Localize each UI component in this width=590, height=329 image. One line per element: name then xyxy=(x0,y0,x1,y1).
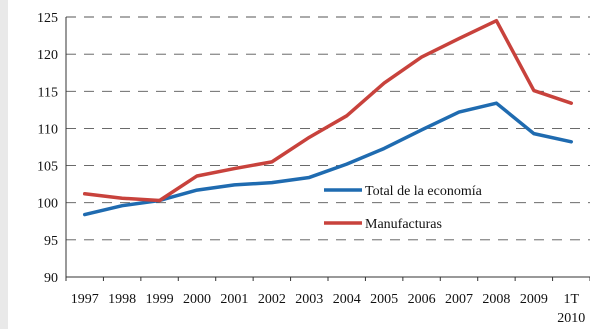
line-chart: 90 95 100 105 110 115 120 125 1997 1998 1999 2000 2… xyxy=(37,11,590,326)
x-tick-label: 1997 xyxy=(71,292,99,307)
x-tick-label: 2004 xyxy=(333,292,361,307)
x-tick-label: 2008 xyxy=(482,292,510,307)
y-tick-label: 90 xyxy=(44,271,58,286)
chart-panel: 90 95 100 105 110 115 120 125 1997 1998 1999 2000 2… xyxy=(8,0,590,329)
y-tick-label: 100 xyxy=(37,197,58,212)
axes xyxy=(65,17,590,281)
y-tick-label: 110 xyxy=(38,122,58,137)
x-tick-label: 2006 xyxy=(408,292,436,307)
x-tick-label: 2002 xyxy=(258,292,286,307)
x-tick-label: 2000 xyxy=(183,292,211,307)
y-tick-label: 125 xyxy=(37,11,58,26)
x-tick-labels: 1997 1998 1999 2000 2001 2002 2003 2004 2005 2006… xyxy=(71,292,586,326)
legend: Total de la economía Manufacturas xyxy=(324,184,483,232)
x-tick-label: 2005 xyxy=(370,292,398,307)
y-tick-label: 120 xyxy=(37,48,58,63)
x-tick-label: 2003 xyxy=(295,292,323,307)
x-tick-label: 2007 xyxy=(445,292,473,307)
legend-label-2: Manufacturas xyxy=(365,217,442,232)
x-tick-label: 1T 2010 xyxy=(557,292,585,326)
series-lines xyxy=(82,18,574,217)
y-tick-label: 115 xyxy=(38,85,58,100)
series-line-2 xyxy=(82,18,574,203)
y-tick-label: 95 xyxy=(44,234,58,249)
series-line-1 xyxy=(82,101,574,217)
x-tick-label: 1998 xyxy=(108,292,136,307)
x-tick-label: 1999 xyxy=(146,292,174,307)
legend-label-1: Total de la economía xyxy=(365,184,483,199)
y-tick-label: 105 xyxy=(37,160,58,175)
x-tick-label: 2001 xyxy=(220,292,248,307)
y-tick-labels: 90 95 100 105 110 115 120 125 xyxy=(37,11,58,286)
x-tick-label: 2009 xyxy=(520,292,548,307)
